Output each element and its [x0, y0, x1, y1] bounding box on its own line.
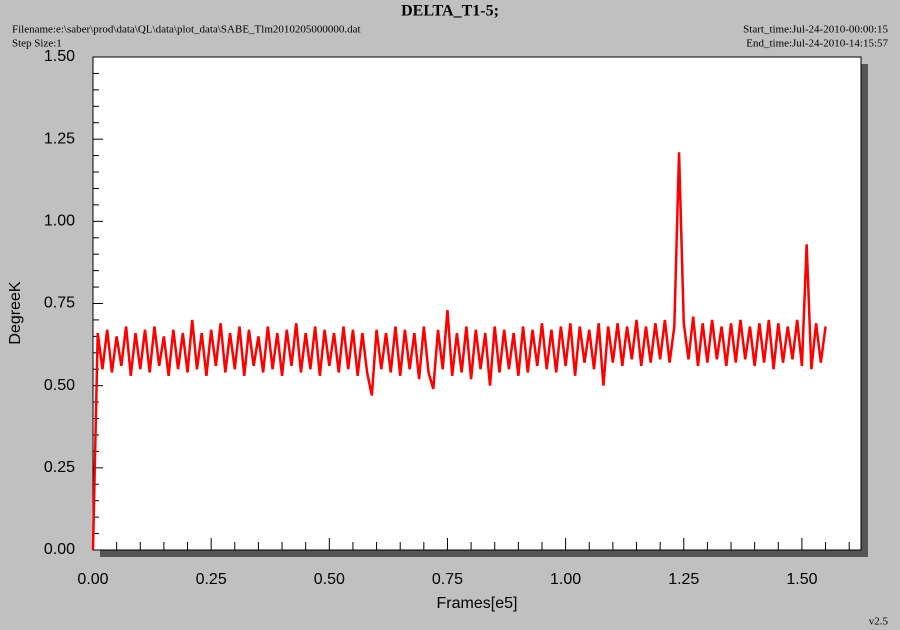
start-time: Start_time:Jul-24-2010-00:00:15 [743, 24, 888, 36]
y-axis-label: DegreeK [7, 281, 24, 344]
filename: Filename:e:\saber\prod\data\QL\data\plot… [12, 24, 361, 36]
chart-title: DELTA_T1-5; [401, 3, 499, 20]
y-tick-label: 0.75 [44, 295, 75, 312]
x-axis-label: Frames[e5] [437, 595, 518, 612]
x-tick-label: 0.00 [77, 571, 108, 588]
x-tick-label: 1.00 [550, 571, 581, 588]
x-tick-label: 0.25 [196, 571, 227, 588]
x-tick-label: 1.25 [668, 571, 699, 588]
y-tick-label: 0.00 [44, 541, 75, 558]
version: v2.5 [869, 616, 889, 628]
y-tick-label: 1.50 [44, 48, 75, 65]
y-tick-label: 1.00 [44, 213, 75, 230]
end-time: End_time:Jul-24-2010-14:15:57 [746, 38, 888, 50]
x-tick-label: 0.50 [314, 571, 345, 588]
y-tick-label: 0.25 [44, 459, 75, 476]
plot-area [92, 56, 862, 551]
step-size: Step Size:1 [12, 38, 62, 50]
y-tick-label: 0.50 [44, 377, 75, 394]
x-tick-label: 0.75 [432, 571, 463, 588]
x-tick-label: 1.50 [786, 571, 817, 588]
data-line [91, 152, 827, 551]
y-tick-label: 1.25 [44, 130, 75, 147]
